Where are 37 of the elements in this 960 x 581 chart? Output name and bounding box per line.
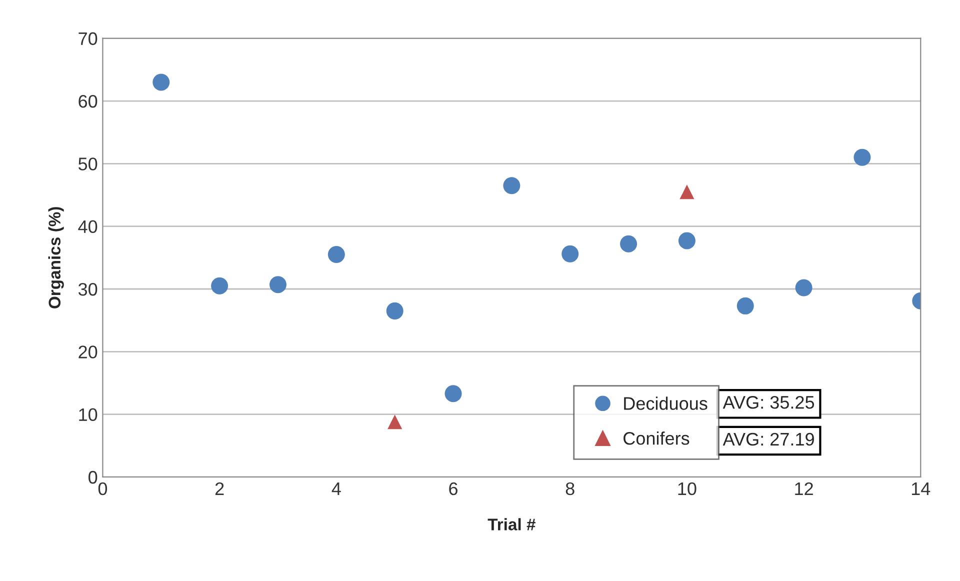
point <box>211 277 228 294</box>
point <box>386 302 404 320</box>
point <box>444 385 462 402</box>
point <box>269 276 286 294</box>
x-tick-label: 4 <box>332 482 341 495</box>
x-tick-label: 10 <box>678 482 696 496</box>
legend-label: Conifers <box>624 432 690 445</box>
x-tick-label: 14 <box>912 482 930 495</box>
x-tick-label: 8 <box>566 482 574 496</box>
annotation: AVG: 35.25 <box>722 396 814 409</box>
point <box>795 279 812 296</box>
point <box>680 184 694 200</box>
point <box>736 297 754 314</box>
point <box>152 74 170 91</box>
legend-label: Deciduous <box>624 396 708 410</box>
y-tick-label: 20 <box>78 346 98 358</box>
y-tick-label: 40 <box>78 220 98 234</box>
y-tick-label: 0 <box>88 470 98 484</box>
x-tick-label: 2 <box>215 482 224 495</box>
x-tick-label: 0 <box>98 482 108 496</box>
y-tick-label: 50 <box>78 158 98 170</box>
x-axis-title: Trial # <box>488 518 536 530</box>
point <box>388 414 402 430</box>
y-tick-label: 30 <box>78 282 98 296</box>
x-tick-label: 12 <box>795 482 813 495</box>
point <box>620 235 638 252</box>
y-tick-label: 10 <box>79 408 98 422</box>
point <box>503 177 520 194</box>
annotation: AVG: 27.19 <box>722 432 814 446</box>
y-axis-title: Organics (%) <box>48 207 64 308</box>
point <box>328 246 345 264</box>
point <box>854 148 871 166</box>
y-tick-label: 70 <box>78 32 98 46</box>
y-tick-label: 60 <box>78 94 98 108</box>
point <box>562 245 579 262</box>
x-tick-label: 6 <box>449 482 458 496</box>
point <box>678 232 696 250</box>
